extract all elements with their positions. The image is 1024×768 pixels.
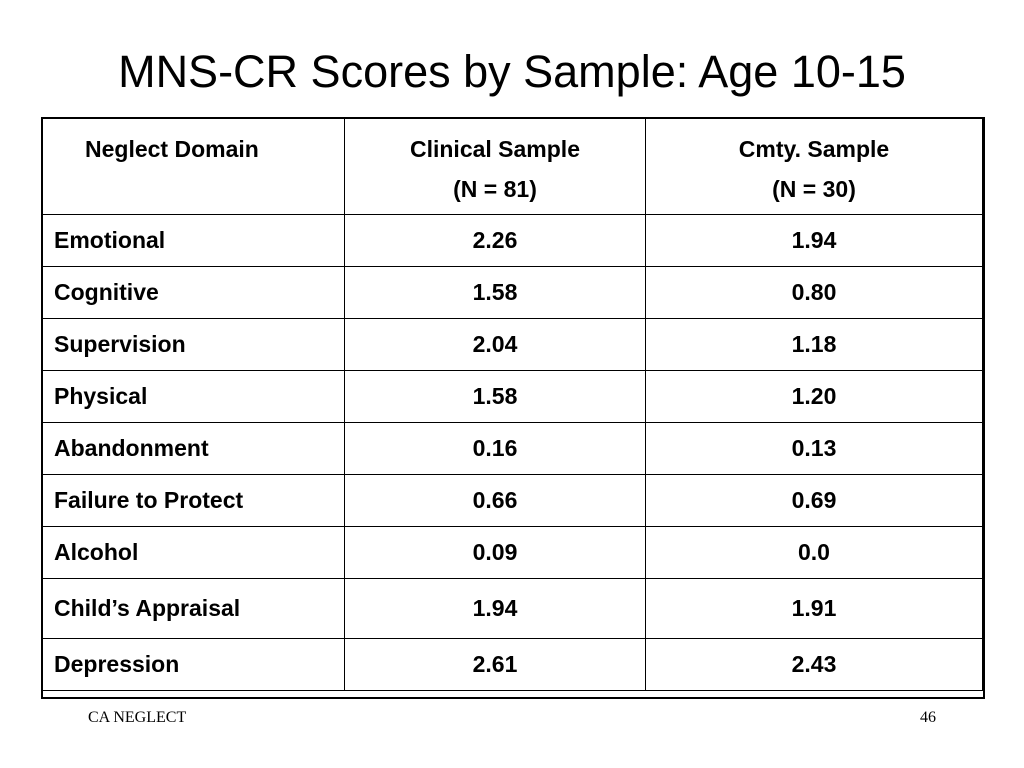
row-community-score: 0.80 (645, 266, 983, 319)
header-community-sample: Cmty. Sample (N = 30) (645, 118, 983, 215)
table-row: Depression 2.61 2.43 (42, 638, 983, 691)
header-community-n: (N = 30) (772, 176, 856, 202)
row-clinical-score: 0.16 (344, 422, 646, 475)
row-domain: Supervision (42, 318, 345, 371)
header-clinical-sample: Clinical Sample (N = 81) (344, 118, 646, 215)
header-clinical-n: (N = 81) (453, 176, 537, 202)
row-clinical-score: 0.09 (344, 526, 646, 579)
slide-title: MNS-CR Scores by Sample: Age 10-15 (118, 46, 906, 97)
row-domain: Alcohol (42, 526, 345, 579)
row-clinical-score: 1.58 (344, 266, 646, 319)
row-community-score: 0.13 (645, 422, 983, 475)
row-domain: Emotional (42, 214, 345, 267)
table-row: Alcohol 0.09 0.0 (42, 526, 983, 579)
row-domain: Depression (42, 638, 345, 691)
row-clinical-score: 1.58 (344, 370, 646, 423)
header-clinical-label: Clinical Sample (409, 136, 580, 162)
page-number: 46 (920, 709, 936, 726)
row-domain: Cognitive (42, 266, 345, 319)
row-clinical-score: 2.26 (344, 214, 646, 267)
row-community-score: 1.94 (645, 214, 983, 267)
table-row: Child’s Appraisal 1.94 1.91 (42, 578, 983, 639)
table-row: Emotional 2.26 1.94 (42, 214, 983, 267)
row-community-score: 1.18 (645, 318, 983, 371)
row-community-score: 2.43 (645, 638, 983, 691)
footer-label: CA NEGLECT (88, 709, 187, 726)
header-domain-label: Neglect Domain (85, 136, 259, 162)
header-neglect-domain: Neglect Domain (42, 118, 345, 215)
row-clinical-score: 0.66 (344, 474, 646, 527)
table-row: Cognitive 1.58 0.80 (42, 266, 983, 319)
row-community-score: 0.69 (645, 474, 983, 527)
row-clinical-score: 2.04 (344, 318, 646, 371)
table-row: Physical 1.58 1.20 (42, 370, 983, 423)
row-clinical-score: 1.94 (344, 578, 646, 639)
row-domain: Physical (42, 370, 345, 423)
row-community-score: 0.0 (645, 526, 983, 579)
scores-table: Neglect Domain Clinical Sample (N = 81) … (42, 118, 983, 691)
row-clinical-score: 2.61 (344, 638, 646, 691)
table-header-row: Neglect Domain Clinical Sample (N = 81) … (42, 118, 983, 215)
table-row: Supervision 2.04 1.18 (42, 318, 983, 371)
table-row: Failure to Protect 0.66 0.69 (42, 474, 983, 527)
row-domain: Failure to Protect (42, 474, 345, 527)
table-row: Abandonment 0.16 0.13 (42, 422, 983, 475)
row-community-score: 1.91 (645, 578, 983, 639)
row-domain: Abandonment (42, 422, 345, 475)
row-community-score: 1.20 (645, 370, 983, 423)
row-domain: Child’s Appraisal (42, 578, 345, 639)
header-community-label: Cmty. Sample (738, 136, 890, 162)
